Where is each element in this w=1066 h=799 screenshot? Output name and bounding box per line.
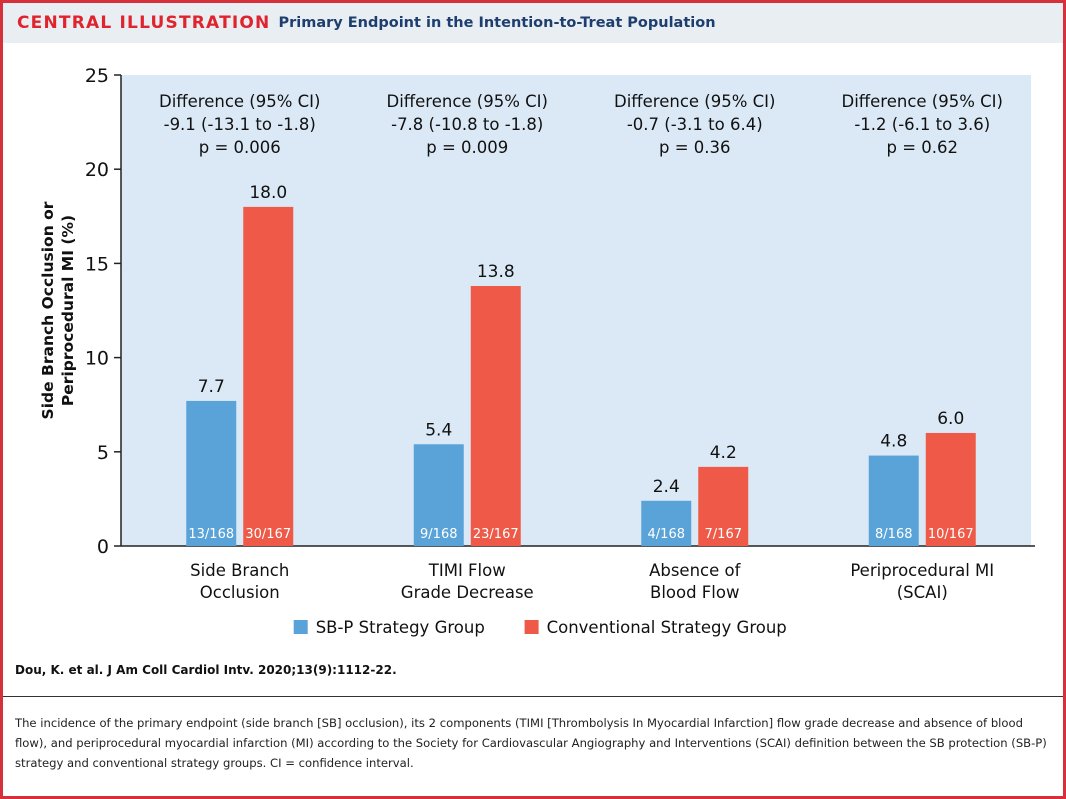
y-tick-label: 20 xyxy=(85,159,109,181)
count-label: 13/168 xyxy=(188,527,234,542)
bar xyxy=(641,500,692,546)
data-label: 6.0 xyxy=(937,409,964,429)
x-category-label: TIMI Flow xyxy=(428,561,506,580)
legend-label: SB-P Strategy Group xyxy=(316,618,485,637)
bar xyxy=(868,455,919,546)
x-category-label: Side Branch xyxy=(190,561,289,580)
difference-annotation: p = 0.36 xyxy=(659,138,731,157)
difference-annotation: -0.7 (-3.1 to 6.4) xyxy=(627,115,763,134)
x-category-label: Periprocedural MI xyxy=(850,561,994,580)
figure-caption: The incidence of the primary endpoint (s… xyxy=(15,716,1047,770)
bar xyxy=(470,286,521,546)
legend-swatch-conventional xyxy=(524,620,539,634)
count-label: 9/168 xyxy=(420,527,457,542)
data-label: 18.0 xyxy=(249,183,287,203)
difference-annotation: Difference (95% CI) xyxy=(614,92,776,111)
x-category-label: Grade Decrease xyxy=(401,583,534,602)
difference-annotation: -1.2 (-6.1 to 3.6) xyxy=(854,115,990,134)
difference-annotation: -7.8 (-10.8 to -1.8) xyxy=(391,115,543,134)
count-label: 7/167 xyxy=(705,527,742,542)
header-bar: CENTRAL ILLUSTRATION Primary Endpoint in… xyxy=(3,3,1063,43)
difference-annotation: p = 0.62 xyxy=(886,138,958,157)
legend-swatch-sbp xyxy=(293,620,308,634)
y-tick-label: 15 xyxy=(85,253,109,275)
difference-annotation: p = 0.006 xyxy=(199,138,281,157)
x-category-label: (SCAI) xyxy=(897,583,948,602)
central-illustration-label: CENTRAL ILLUSTRATION xyxy=(17,13,271,33)
bar xyxy=(186,400,237,546)
bar xyxy=(243,206,294,546)
difference-annotation: Difference (95% CI) xyxy=(387,92,549,111)
data-label: 2.4 xyxy=(653,477,680,497)
count-label: 30/167 xyxy=(245,527,291,542)
y-tick-label: 5 xyxy=(97,442,109,464)
x-category-label: Absence of xyxy=(649,561,742,580)
x-category-label: Blood Flow xyxy=(650,583,739,602)
count-label: 10/167 xyxy=(928,527,974,542)
divider xyxy=(3,696,1063,697)
bar xyxy=(925,432,976,546)
difference-annotation: Difference (95% CI) xyxy=(159,92,321,111)
data-label: 4.2 xyxy=(710,443,737,463)
x-category-label: Occlusion xyxy=(200,583,280,602)
legend-label: Conventional Strategy Group xyxy=(547,618,787,637)
citation: Dou, K. et al. J Am Coll Cardiol Intv. 2… xyxy=(15,663,397,677)
difference-annotation: Difference (95% CI) xyxy=(842,92,1004,111)
difference-annotation: -9.1 (-13.1 to -1.8) xyxy=(164,115,316,134)
bar xyxy=(698,466,749,546)
y-tick-label: 25 xyxy=(85,65,109,87)
count-label: 8/168 xyxy=(875,527,912,542)
data-label: 7.7 xyxy=(198,377,225,397)
y-tick-label: 0 xyxy=(97,536,109,558)
difference-annotation: p = 0.009 xyxy=(426,138,508,157)
y-axis-label: Side Branch Occlusion or Periprocedural M… xyxy=(39,201,77,419)
count-label: 4/168 xyxy=(648,527,685,542)
count-label: 23/167 xyxy=(473,527,519,542)
y-tick-label: 10 xyxy=(85,348,109,370)
bar xyxy=(413,444,464,546)
data-label: 13.8 xyxy=(477,262,515,282)
data-label: 5.4 xyxy=(425,420,452,440)
bar-chart: 0 5 10 15 20 25 Side Branch Occlusion or Peripr… xyxy=(39,65,1035,637)
data-label: 4.8 xyxy=(880,432,907,452)
figure-title: Primary Endpoint in the Intention-to-Tre… xyxy=(278,15,716,31)
